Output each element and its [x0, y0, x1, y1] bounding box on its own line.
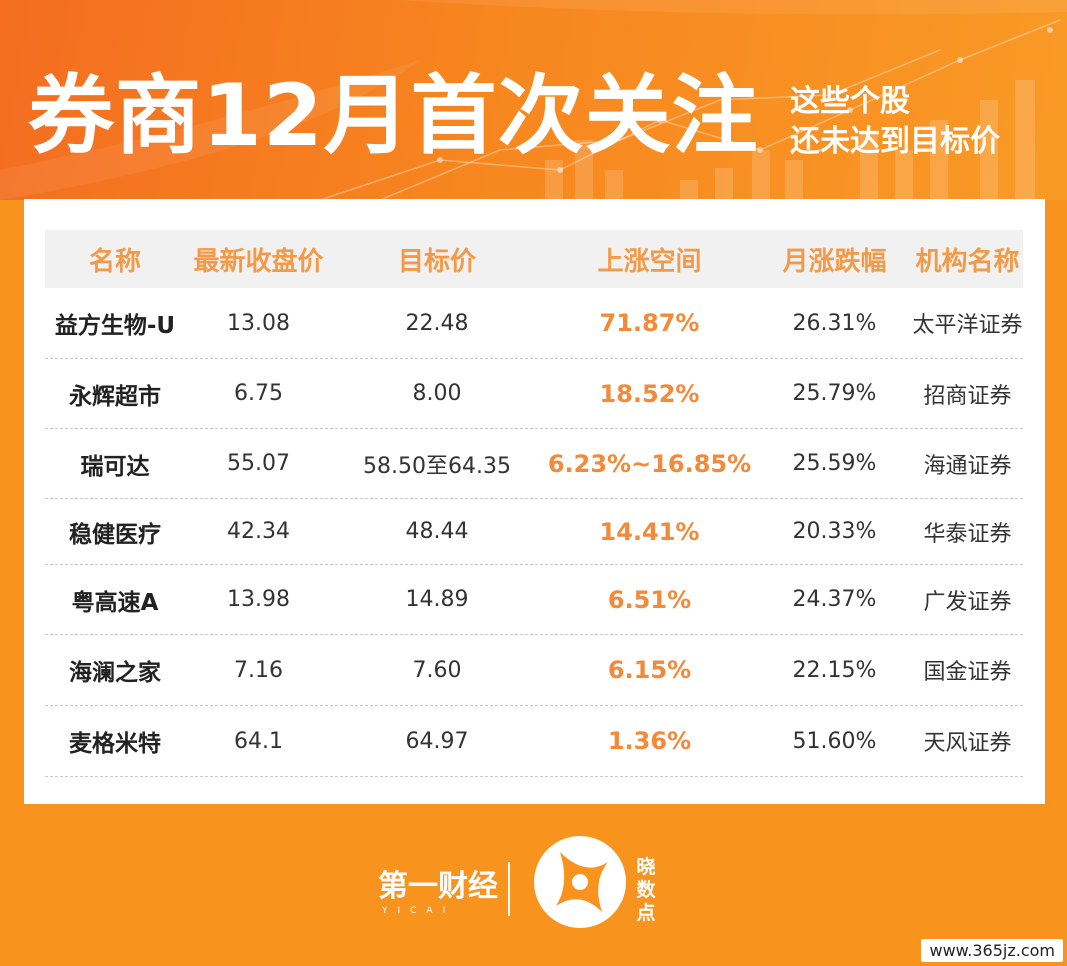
upside-value: 6.51%	[607, 585, 692, 614]
target-price: 14.89	[405, 587, 469, 612]
column-header-institution: 机构名称	[915, 246, 1020, 277]
upside-value: 71.87%	[599, 309, 700, 337]
close-price: 13.08	[227, 310, 290, 336]
yicai-logo-subtext: YICAI	[382, 906, 456, 916]
stock-name: 永辉超市	[69, 383, 161, 410]
header-banner: 券商12月首次关注 这些个股 还未达到目标价	[0, 0, 1067, 200]
table-row: 稳健医疗 42.34 48.44 14.41% 20.33% 华泰证券	[45, 499, 1023, 565]
institution-name: 海通证券	[923, 453, 1012, 479]
close-price: 7.16	[234, 657, 283, 683]
column-header-target-price: 目标价	[397, 246, 476, 277]
monthly-change: 22.15%	[792, 657, 877, 683]
stock-name: 海澜之家	[69, 660, 161, 686]
target-price: 58.50至64.35	[363, 453, 511, 479]
table-body: 益方生物-U 13.08 22.48 71.87% 26.31% 太平洋证券 永…	[45, 288, 1023, 777]
subtitle-line-2: 还未达到目标价	[790, 124, 1000, 159]
close-price: 42.34	[227, 519, 290, 544]
xiaoshudian-logo-icon	[534, 836, 626, 928]
column-header-monthly-change: 月涨跌幅	[782, 246, 887, 277]
target-price: 8.00	[412, 381, 462, 406]
close-price: 55.07	[227, 451, 290, 476]
stock-name: 稳健医疗	[69, 521, 161, 548]
target-price: 48.44	[405, 519, 469, 544]
institution-name: 天风证券	[923, 731, 1012, 756]
page-title: 券商12月首次关注	[28, 66, 759, 166]
table-row: 海澜之家 7.16 7.60 6.15% 22.15% 国金证券	[45, 635, 1023, 706]
upside-value: 6.23%~16.85%	[547, 449, 752, 478]
institution-name: 太平洋证券	[912, 313, 1023, 338]
monthly-change: 25.59%	[792, 451, 877, 476]
logo-divider	[508, 862, 510, 916]
table-row: 益方生物-U 13.08 22.48 71.87% 26.31% 太平洋证券	[45, 288, 1023, 359]
stock-name: 益方生物-U	[54, 313, 176, 339]
institution-name: 国金证券	[923, 660, 1012, 685]
table-row: 瑞可达 55.07 58.50至64.35 6.23%~16.85% 25.59…	[45, 429, 1023, 499]
subtitle-line-1: 这些个股	[790, 84, 910, 119]
monthly-change: 24.37%	[792, 587, 877, 612]
table-card: 名称 最新收盘价 目标价 上涨空间 月涨跌幅 机构名称 益方生物-U 13.08…	[24, 199, 1045, 804]
institution-name: 广发证券	[923, 589, 1012, 615]
close-price: 6.75	[234, 381, 283, 406]
table-header: 名称 最新收盘价 目标价 上涨空间 月涨跌幅 机构名称	[45, 230, 1023, 288]
institution-name: 华泰证券	[923, 521, 1012, 547]
target-price: 7.60	[412, 657, 462, 683]
target-price: 64.97	[405, 728, 469, 754]
monthly-change: 25.79%	[792, 381, 877, 406]
yicai-logo: 第一财经	[378, 869, 498, 904]
upside-value: 14.41%	[599, 517, 700, 546]
table-row: 永辉超市 6.75 8.00 18.52% 25.79% 招商证券	[45, 359, 1023, 429]
watermark-url: www.365jz.com	[921, 939, 1063, 962]
stock-name: 麦格米特	[69, 731, 161, 757]
target-price: 22.48	[405, 310, 469, 336]
monthly-change: 51.60%	[792, 728, 877, 754]
xiaoshudian-logo-text: 晓数点	[636, 856, 656, 924]
page-subtitle: 这些个股 还未达到目标价	[790, 82, 1000, 162]
monthly-change: 26.31%	[792, 310, 877, 336]
stock-name: 瑞可达	[80, 453, 150, 480]
upside-value: 6.15%	[607, 656, 692, 684]
stock-name: 粤高速A	[71, 589, 159, 616]
footer-logos: 第一财经 YICAI 晓数点	[0, 830, 1067, 940]
institution-name: 招商证券	[923, 383, 1012, 409]
column-header-close-price: 最新收盘价	[193, 246, 324, 277]
close-price: 13.98	[227, 587, 290, 612]
column-header-upside: 上涨空间	[597, 246, 702, 277]
table-row: 麦格米特 64.1 64.97 1.36% 51.60% 天风证券	[45, 706, 1023, 777]
upside-value: 1.36%	[607, 727, 692, 755]
decorative-bar-chart-icon	[0, 0, 1067, 200]
monthly-change: 20.33%	[792, 519, 877, 544]
upside-value: 18.52%	[599, 379, 700, 408]
column-header-name: 名称	[88, 246, 141, 277]
close-price: 64.1	[234, 728, 283, 754]
table-row: 粤高速A 13.98 14.89 6.51% 24.37% 广发证券	[45, 565, 1023, 635]
